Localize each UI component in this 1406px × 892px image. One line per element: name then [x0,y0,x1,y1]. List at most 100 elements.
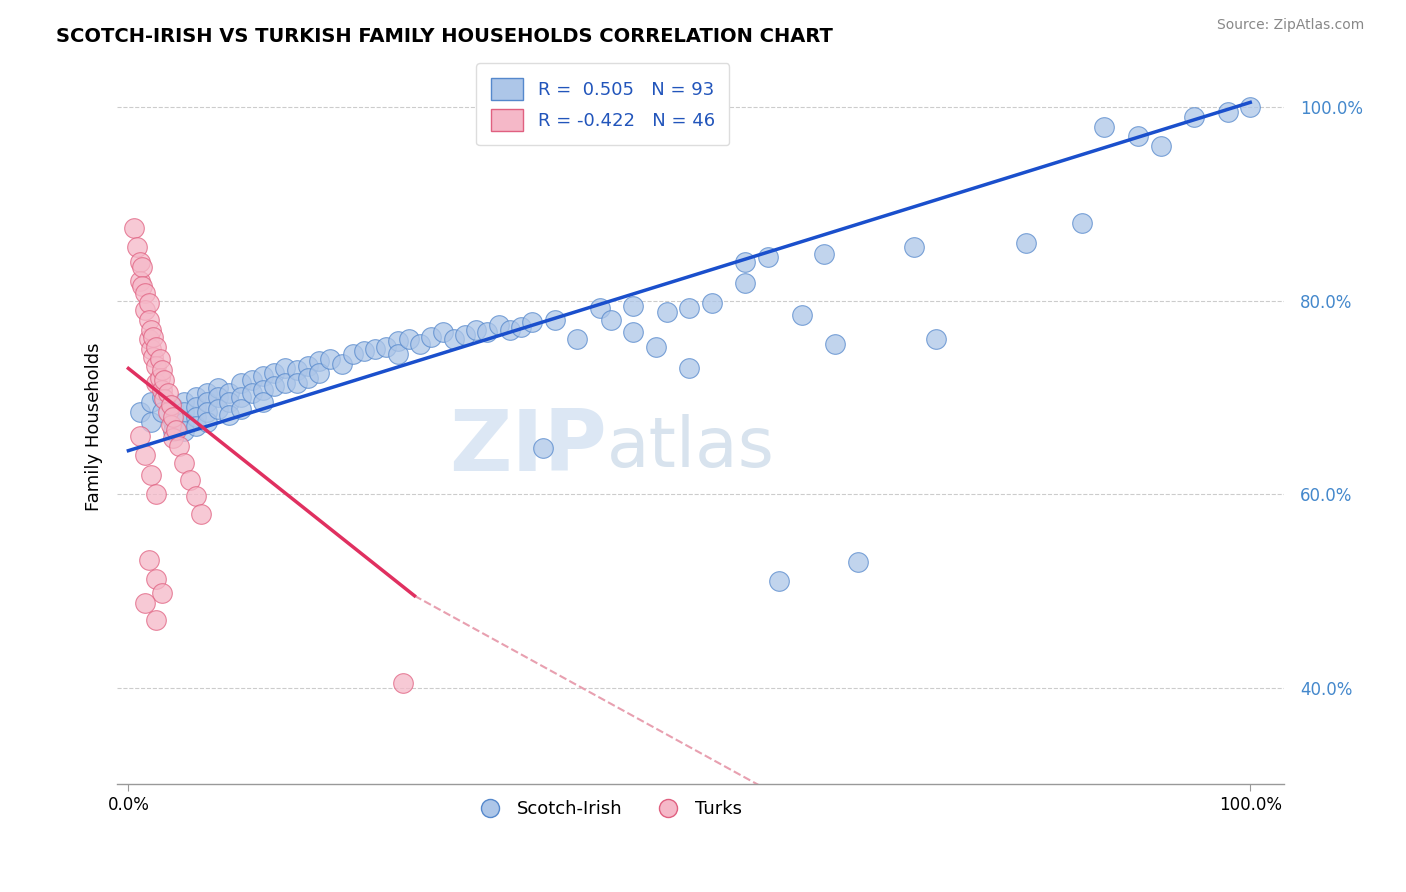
Point [195,395,218,409]
Point [565,332,588,346]
Point [207,381,229,395]
Point [330,357,353,371]
Point [285,363,308,377]
Point [846,555,869,569]
Point [218,408,240,422]
Point [218,395,240,409]
Text: atlas: atlas [607,415,775,482]
Point [655,305,678,319]
Point [195,415,218,429]
Point [756,250,779,264]
Point [173,425,195,439]
Point [173,456,195,470]
Point [813,247,835,261]
Point [308,366,330,380]
Point [734,277,756,291]
Point [398,332,420,346]
Y-axis label: Family Households: Family Households [86,343,103,511]
Point [131,260,153,274]
Point [145,340,167,354]
Point [165,423,187,437]
Point [150,363,173,377]
Point [207,391,229,405]
Point [153,373,176,387]
Point [162,431,184,445]
Point [145,613,167,627]
Point [252,395,274,409]
Point [488,318,510,332]
Point [127,240,149,254]
Point [184,489,207,503]
Point [790,308,813,322]
Point [207,402,229,417]
Point [134,285,156,300]
Point [342,347,364,361]
Point [138,332,160,346]
Point [138,553,160,567]
Point [1071,216,1094,230]
Point [1126,129,1149,144]
Point [128,274,150,288]
Point [145,359,167,374]
Point [149,371,172,385]
Point [392,676,415,690]
Point [621,325,644,339]
Point [353,344,375,359]
Point [184,409,207,424]
Point [588,301,610,316]
Point [1149,139,1171,153]
Point [218,385,240,400]
Point [510,319,533,334]
Point [285,376,308,390]
Point [621,299,644,313]
Point [1092,120,1115,134]
Point [533,441,555,455]
Point [1216,105,1239,120]
Point [678,361,700,376]
Point [387,334,409,349]
Point [252,383,274,397]
Point [274,361,297,376]
Point [173,395,195,409]
Point [173,415,195,429]
Point [179,473,201,487]
Point [128,255,150,269]
Point [149,351,172,366]
Point [145,376,167,390]
Point [768,574,790,589]
Text: ZIP: ZIP [450,407,607,490]
Point [139,323,162,337]
Point [364,342,387,356]
Point [162,400,184,414]
Point [184,391,207,405]
Point [229,402,252,417]
Point [443,332,465,346]
Point [122,221,145,235]
Legend: Scotch-Irish, Turks: Scotch-Irish, Turks [465,793,749,825]
Point [128,429,150,443]
Point [700,295,723,310]
Point [319,351,342,366]
Point [1239,100,1261,114]
Point [420,330,443,344]
Point [160,417,183,432]
Point [153,392,176,407]
Point [131,279,153,293]
Point [195,385,218,400]
Point [375,340,398,354]
Point [128,405,150,419]
Point [387,347,409,361]
Point [162,415,184,429]
Point [150,586,173,600]
Point [150,391,173,405]
Point [150,405,173,419]
Text: SCOTCH-IRISH VS TURKISH FAMILY HOUSEHOLDS CORRELATION CHART: SCOTCH-IRISH VS TURKISH FAMILY HOUSEHOLD… [56,27,834,45]
Point [138,313,160,327]
Point [522,315,544,329]
Point [134,303,156,318]
Point [252,369,274,384]
Point [297,371,319,385]
Point [308,353,330,368]
Point [599,313,621,327]
Point [274,376,297,390]
